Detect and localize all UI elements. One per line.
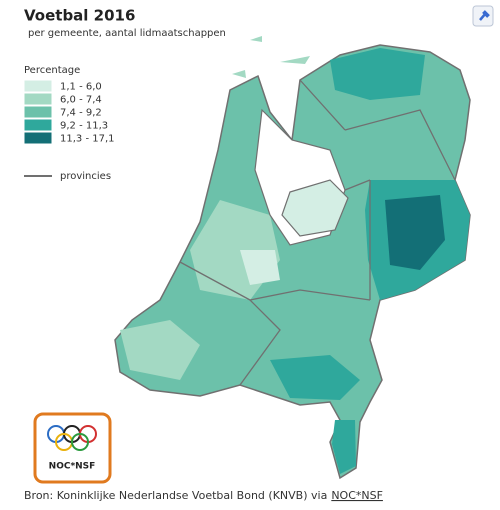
region-north [330,48,425,100]
legend-label: 11,3 - 17,1 [60,134,115,145]
legend-swatch [23,118,53,132]
logo: NOC*NSF [33,412,112,484]
islands [232,36,310,78]
map [114,36,471,480]
legend-label: 6,0 - 7,4 [60,95,102,106]
region-limburg [332,420,356,474]
title: Voetbal 2016 [24,7,135,25]
source-text: Bron: Koninklijke Nederlandse Voetbal Bo… [24,489,327,502]
legend-title: Percentage [24,65,80,76]
legend-label: 1,1 - 6,0 [60,82,102,93]
legend-label: 7,4 - 9,2 [60,108,102,119]
legend-label: 9,2 - 11,3 [60,121,108,132]
region-brabant [270,355,360,400]
region-twente [385,195,445,270]
logo-text: NOC*NSF [49,462,96,472]
flevoland [281,179,349,237]
subtitle: per gemeente, aantal lidmaatschappen [28,28,226,39]
legend-swatch [23,79,53,93]
legend-swatch [23,105,53,119]
legend: Percentage 1,1 - 6,0 6,0 - 7,4 7,4 - 9,2 9,… [23,65,115,182]
region-city [240,250,280,285]
country [114,44,471,480]
province-borders [179,79,456,386]
legend-swatch [23,131,53,145]
legend-province-label: provincies [60,171,111,182]
legend-swatch [23,92,53,106]
source-link[interactable]: NOC*NSF [331,489,383,502]
region-zeeland [120,320,200,380]
pin-icon [479,10,490,21]
logo-frame [33,412,112,484]
